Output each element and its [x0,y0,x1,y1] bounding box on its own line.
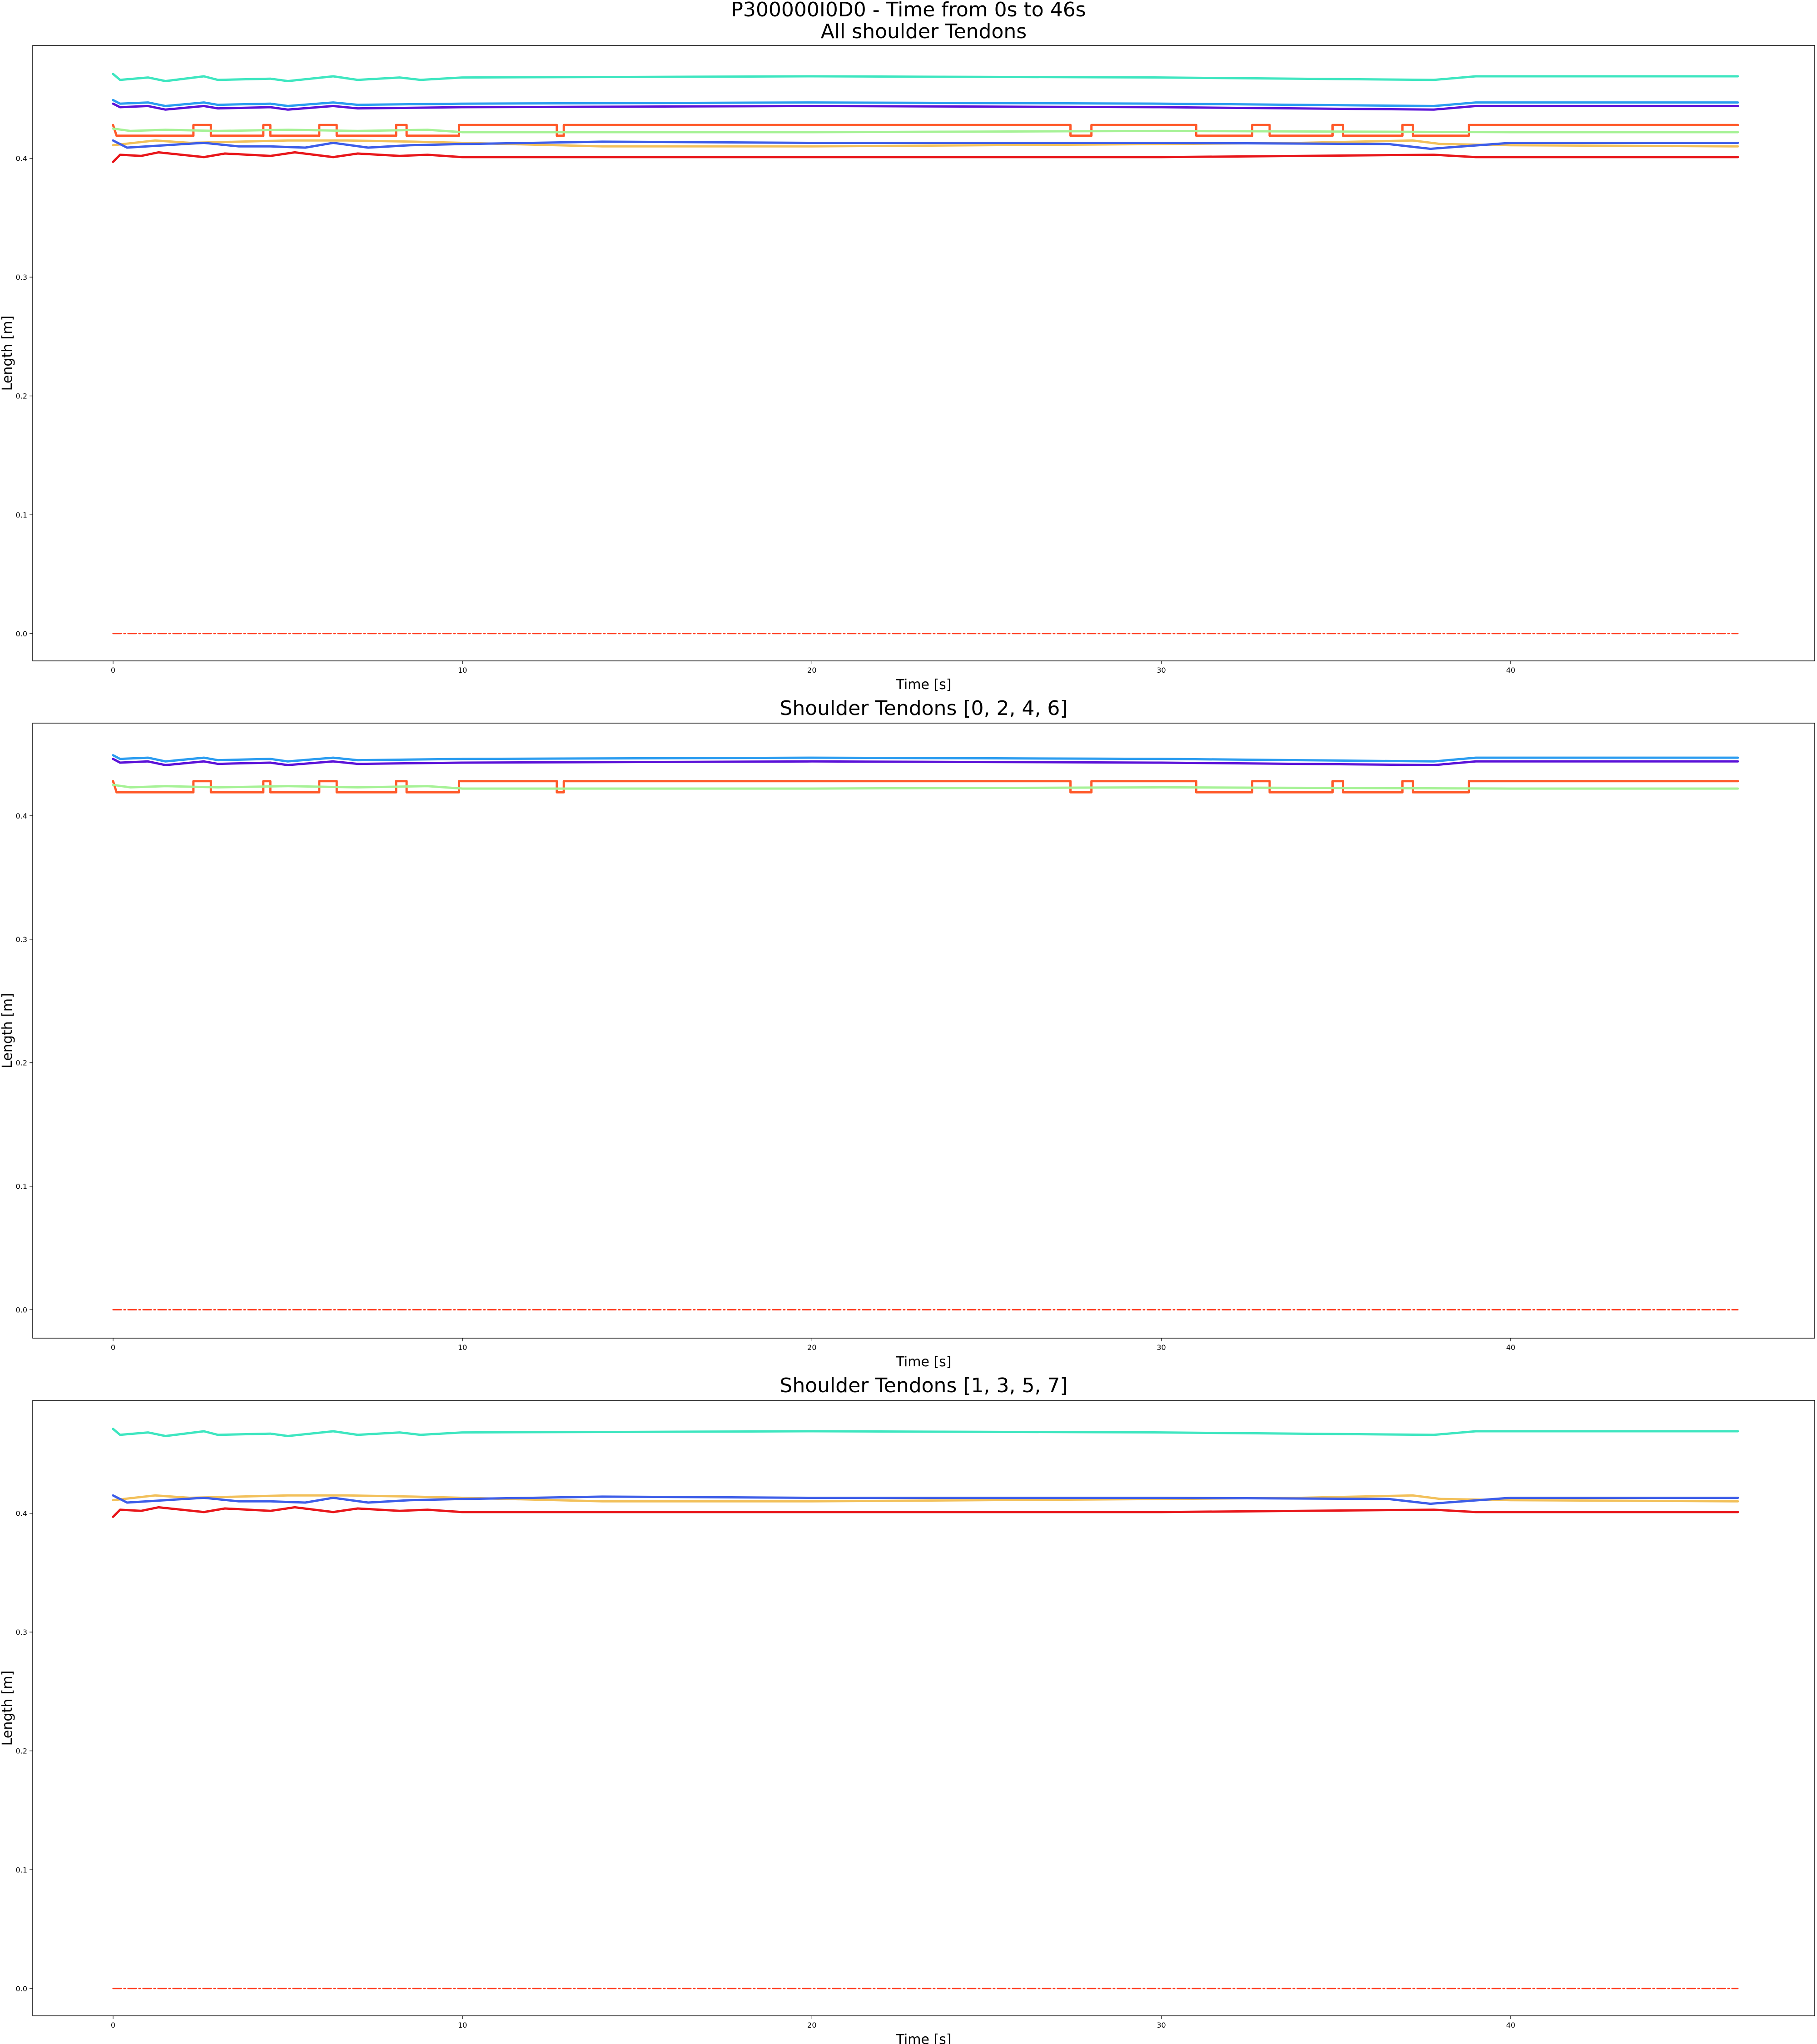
x-tick-label: 30 [1157,666,1166,675]
y-tick-label: 0.4 [16,1509,27,1518]
series-line-5 [112,127,1739,134]
subplot-1: All shoulder Tendons 0 10 20 30 40 0.0 0.1 0.2 0.… [0,20,1815,693]
y-axis-label: Length [m] [0,316,15,391]
subplot-title: Shoulder Tendons [0, 2, 4, 6] [779,697,1067,720]
y-tick-label: 0.0 [16,630,27,638]
y-axis-label: Length [m] [0,993,15,1068]
y-tick-label: 0.2 [16,1747,27,1756]
x-tick-label: 10 [458,666,467,675]
x-tick-label: 40 [1506,2021,1515,2029]
series-line-1 [112,1428,1739,1437]
subplot-2: Shoulder Tendons [0, 2, 4, 6] 0 10 20 30 40 0.… [0,697,1815,1370]
y-tick-label: 0.4 [16,154,27,163]
x-tick-label: 30 [1157,2021,1166,2029]
figure-suptitle: P300000I0D0 - Time from 0s to 46s [731,0,1086,21]
series-line-1 [112,754,1739,763]
axes-frame [32,45,1815,661]
y-tick-label: 0.2 [16,1059,27,1067]
x-tick-label: 20 [807,2021,816,2029]
axes-frame [32,723,1815,1339]
x-axis-label: Time [s] [896,2032,952,2044]
x-tick-label: 30 [1157,1343,1166,1352]
series-line-8 [112,151,1739,163]
series-line-7 [112,139,1739,150]
y-tick-label: 0.1 [16,511,27,519]
series-line-4 [112,1506,1739,1518]
x-tick-label: 10 [458,1343,467,1352]
x-axis-label: Time [s] [896,677,952,693]
x-tick-label: 40 [1506,1343,1515,1352]
x-tick-label: 20 [807,1343,816,1352]
subplot-title: Shoulder Tendons [1, 3, 5, 7] [779,1374,1067,1397]
series-line-6 [112,139,1739,148]
axes-frame [32,1400,1815,2016]
subplot-3: Shoulder Tendons [1, 3, 5, 7] 0 10 20 30 40 0.… [0,1374,1815,2044]
x-tick-label: 10 [458,2021,467,2029]
x-axis-label: Time [s] [896,1354,952,1370]
y-tick-label: 0.3 [16,1628,27,1637]
y-tick-label: 0.0 [16,1305,27,1314]
x-tick-label: 0 [111,1343,115,1352]
y-tick-label: 0.4 [16,812,27,820]
series-line-1 [112,73,1739,82]
x-tick-label: 40 [1506,666,1515,675]
y-tick-label: 0.3 [16,935,27,944]
x-tick-label: 0 [111,666,115,675]
y-tick-label: 0.0 [16,1984,27,1993]
series-line-2 [112,758,1739,766]
y-tick-label: 0.1 [16,1182,27,1191]
y-tick-label: 0.2 [16,392,27,401]
series-line-2 [112,1494,1739,1503]
y-tick-label: 0.3 [16,273,27,282]
x-tick-label: 0 [111,2021,115,2029]
series-line-4 [112,784,1739,790]
series-line-2 [112,99,1739,107]
y-tick-label: 0.1 [16,1865,27,1874]
series-line-3 [112,1494,1739,1505]
y-axis-label: Length [m] [0,1671,15,1746]
series-line-3 [112,102,1739,111]
x-tick-label: 20 [807,666,816,675]
subplot-title: All shoulder Tendons [821,20,1027,43]
